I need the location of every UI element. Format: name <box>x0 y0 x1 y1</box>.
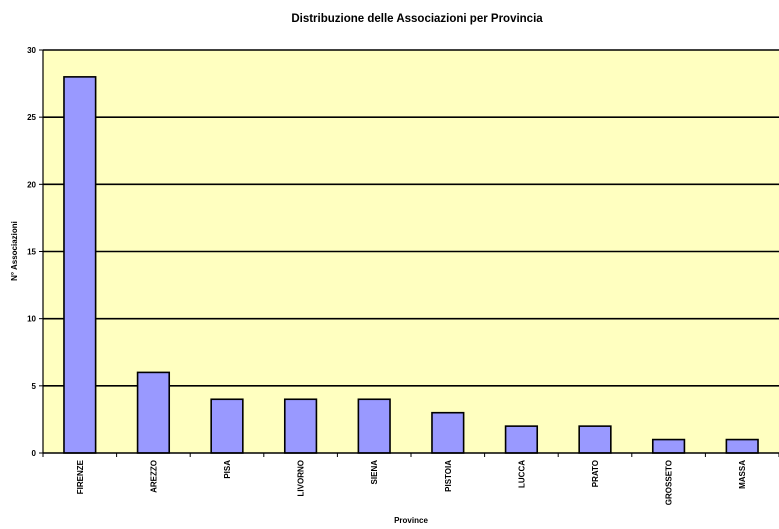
x-tick-label: PISA <box>223 460 232 479</box>
bar <box>651 438 686 454</box>
bar <box>357 398 391 454</box>
y-tick-label: 0 <box>32 449 37 458</box>
x-axis-ticks: FIRENZE AREZZO PISA LIVORNO SIENA PISTOIA LUCC… <box>42 453 779 505</box>
bar <box>578 425 612 454</box>
x-tick-label: FIRENZE <box>76 459 85 494</box>
bar <box>504 425 539 454</box>
bar <box>725 438 759 454</box>
y-tick-label: 20 <box>27 180 36 189</box>
y-tick-label: 25 <box>27 113 36 122</box>
x-tick-label: LUCCA <box>517 460 526 488</box>
x-tick-label: AREZZO <box>149 460 158 493</box>
y-tick-label: 10 <box>27 315 36 324</box>
y-tick-label: 15 <box>27 248 36 257</box>
x-tick-label: PISTOIA <box>444 460 453 492</box>
y-tick-label: 5 <box>32 382 37 391</box>
x-tick-label: GROSSETO <box>665 460 674 505</box>
x-tick-label: MASSA <box>738 460 747 489</box>
bars <box>63 76 759 454</box>
x-tick-label: LIVORNO <box>297 460 306 496</box>
y-tick-label: 30 <box>27 46 36 55</box>
x-tick-label: SIENA <box>370 460 379 485</box>
bar <box>136 371 171 454</box>
y-axis-title: N° Associazioni <box>10 221 19 281</box>
bar <box>431 411 465 454</box>
bar <box>210 398 244 454</box>
bar <box>63 76 97 454</box>
x-axis-title: Province <box>394 516 428 525</box>
chart-title: Distribuzione delle Associazioni per Pro… <box>291 13 543 25</box>
x-tick-label: PRATO <box>591 460 600 487</box>
y-axis-ticks: 0 5 10 15 20 25 30 <box>27 46 43 458</box>
bar <box>283 398 318 454</box>
